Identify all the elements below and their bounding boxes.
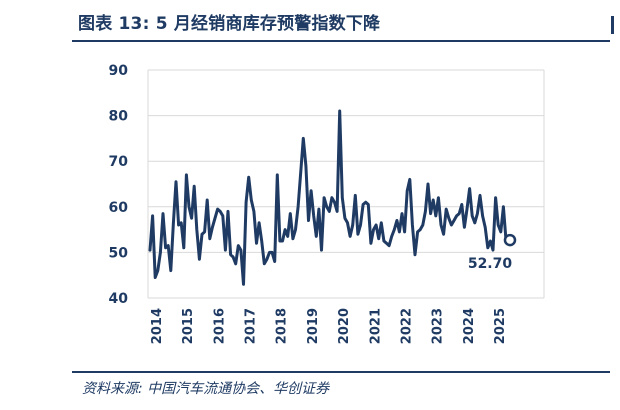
x-tick-label: 2017 <box>244 308 259 344</box>
x-axis: 2014 2015 2016 2017 2018 2019 2020 2021 2022 2023… <box>150 308 508 344</box>
x-tick-label: 2020 <box>337 308 352 344</box>
last-value-label: 52.70 <box>468 256 513 272</box>
last-point-marker <box>503 233 517 247</box>
chart-title: 图表 13: 5 月经销商库存预警指数下降 <box>78 14 381 34</box>
series-layer <box>148 109 517 286</box>
x-tick-label: 2022 <box>399 308 414 344</box>
y-axis: 40 50 60 70 80 90 <box>109 63 129 307</box>
x-tick-label: 2023 <box>431 308 446 344</box>
data-labels: 52.70 <box>468 256 513 272</box>
x-tick-label: 2018 <box>275 308 290 344</box>
edge-marker <box>611 16 614 34</box>
y-tick-label: 60 <box>109 200 129 216</box>
source-note: 资料来源: 中国汽车流通协会、华创证券 <box>82 381 330 397</box>
y-tick-label: 80 <box>109 109 129 125</box>
title-rule <box>72 40 610 42</box>
series-line <box>148 109 508 286</box>
x-tick-label: 2021 <box>368 308 383 344</box>
y-tick-label: 40 <box>109 291 129 307</box>
y-tick-label: 70 <box>109 154 129 170</box>
y-tick-label: 90 <box>109 63 129 79</box>
x-tick-label: 2019 <box>306 308 321 344</box>
source-rule <box>72 371 610 373</box>
x-tick-label: 2025 <box>493 308 508 344</box>
x-tick-label: 2015 <box>181 308 196 344</box>
y-tick-label: 50 <box>109 245 129 261</box>
x-tick-label: 2016 <box>212 308 227 344</box>
x-tick-label: 2024 <box>462 308 477 344</box>
x-tick-label: 2014 <box>150 308 165 344</box>
